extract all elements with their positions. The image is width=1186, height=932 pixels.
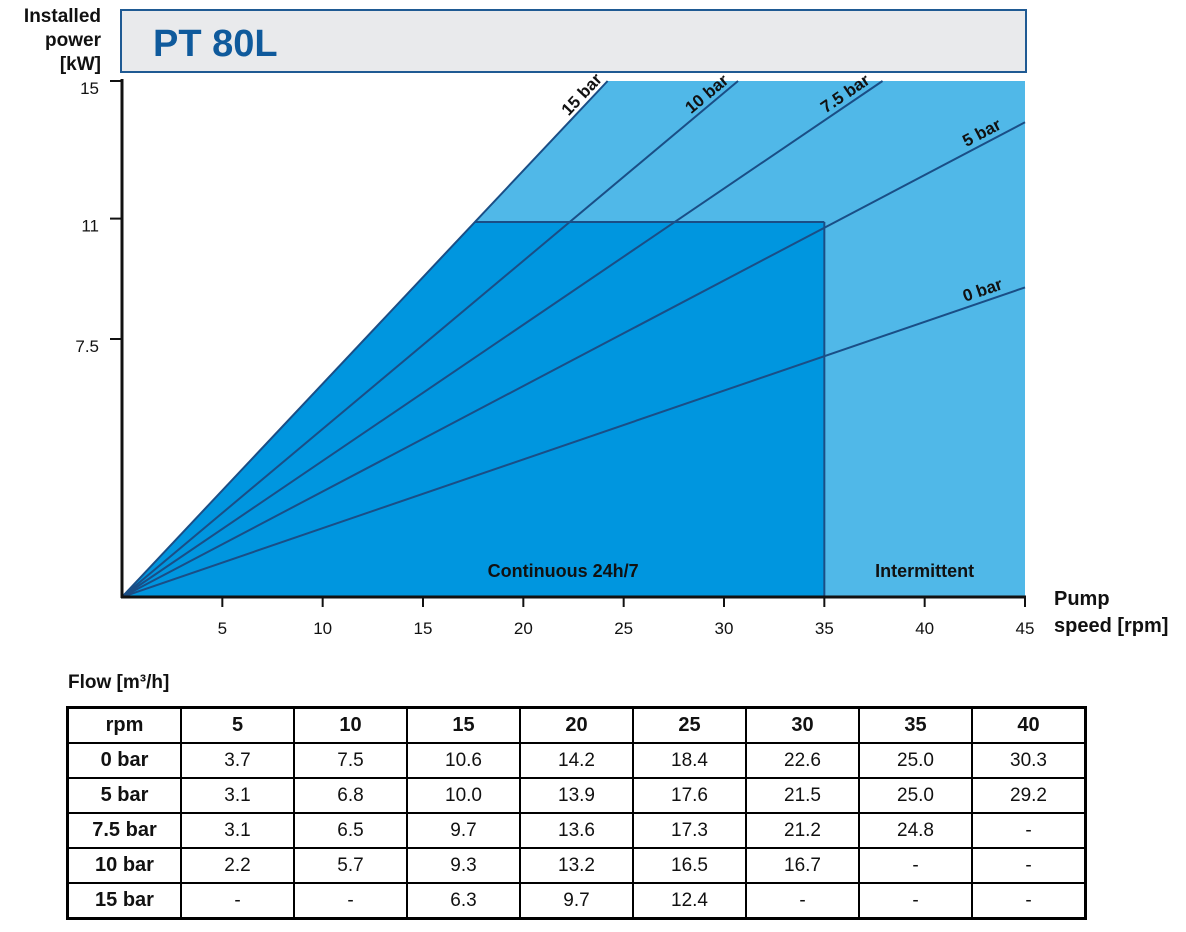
y-axis-label-line: Installed [24, 6, 101, 27]
flow-table-column-header: 5 [180, 706, 295, 744]
flow-table-column-header: 20 [519, 706, 634, 744]
flow-table-header-row: rpm 5 10 15 20 25 30 35 40 [66, 706, 1087, 744]
flow-table-row-header: 0 bar [66, 742, 182, 779]
flow-table-row-header: 15 bar [66, 882, 182, 920]
x-tick-label: 30 [715, 619, 734, 638]
flow-table-cell: - [971, 847, 1087, 884]
y-tick-label: 11 [81, 217, 99, 236]
flow-table-cell: 14.2 [519, 742, 634, 779]
flow-table-cell: 3.1 [180, 777, 295, 814]
flow-table-cell: 30.3 [971, 742, 1087, 779]
flow-table-row: 0 bar 3.7 7.5 10.6 14.2 18.4 22.6 25.0 30.3 [66, 742, 1087, 779]
x-axis-label-line: speed [rpm] [1054, 615, 1168, 637]
x-tick-label: 25 [614, 619, 633, 638]
chart-title-box [120, 9, 1027, 73]
x-tick-label: 15 [414, 619, 433, 638]
series-line [121, 80, 609, 598]
flow-table-cell: 9.3 [406, 847, 521, 884]
x-tick-label: 45 [1016, 619, 1035, 638]
x-tick-label: 35 [815, 619, 834, 638]
flow-table-column-header: 35 [858, 706, 973, 744]
x-axis-label-line: Pump [1054, 588, 1110, 610]
flow-table-column-header: 10 [293, 706, 408, 744]
series-line [121, 80, 884, 598]
flow-table-cell: 17.3 [632, 812, 747, 849]
flow-table-cell: 29.2 [971, 777, 1087, 814]
flow-table-cell: 17.6 [632, 777, 747, 814]
flow-table-cell: 16.7 [745, 847, 860, 884]
flow-table-cell: 24.8 [858, 812, 973, 849]
x-tick-label: 20 [514, 619, 533, 638]
flow-table-cell: 3.1 [180, 812, 295, 849]
flow-table-caption: Flow [m³/h] [68, 672, 170, 693]
flow-table: rpm 5 10 15 20 25 30 35 40 0 bar 3.7 7.5 10.6 14.2 18… [66, 706, 1087, 920]
series-line [121, 286, 1026, 598]
y-tick-label: 15 [80, 79, 99, 98]
series-line [121, 121, 1026, 598]
flow-table-cell: 2.2 [180, 847, 295, 884]
flow-table-cell: - [858, 847, 973, 884]
flow-table-row: 7.5 bar 3.1 6.5 9.7 13.6 17.3 21.2 24.8- [66, 812, 1087, 849]
flow-table-cell: 13.6 [519, 812, 634, 849]
y-axis-label-line: [kW] [60, 54, 101, 75]
y-axis-label-line: power [45, 30, 102, 51]
flow-table-row: 15 bar - -6.3 9.7 12.4- - - [66, 882, 1087, 920]
flow-table-cell: - [971, 812, 1087, 849]
flow-table-cell: 6.8 [293, 777, 408, 814]
flow-table-cell: 6.3 [406, 882, 521, 920]
x-tick-label: 5 [218, 619, 227, 638]
x-tick-label: 40 [915, 619, 934, 638]
flow-table-row-header: 7.5 bar [66, 812, 182, 849]
flow-table-cell: 25.0 [858, 777, 973, 814]
flow-table-cell: 10.0 [406, 777, 521, 814]
series-line [121, 80, 739, 598]
flow-table-row-header: 10 bar [66, 847, 182, 884]
flow-table-column-header: 25 [632, 706, 747, 744]
flow-table-column-header: 15 [406, 706, 521, 744]
flow-table-cell: 3.7 [180, 742, 295, 779]
continuous-region-label: Continuous 24h/7 [488, 561, 639, 581]
flow-table-cell: 6.5 [293, 812, 408, 849]
continuous-region [122, 222, 825, 598]
flow-table-cell: - [180, 882, 295, 920]
flow-table-cell: 9.7 [519, 882, 634, 920]
flow-table-cell: 13.2 [519, 847, 634, 884]
chart-title: PT 80L [153, 23, 278, 65]
flow-table-cell: 21.2 [745, 812, 860, 849]
flow-table-cell: 18.4 [632, 742, 747, 779]
flow-table-cell: 13.9 [519, 777, 634, 814]
intermittent-region-label: Intermittent [875, 561, 974, 581]
flow-table-cell: - [858, 882, 973, 920]
flow-table-cell: 5.7 [293, 847, 408, 884]
y-tick-label: 7.5 [75, 337, 99, 356]
flow-table-row-header: 5 bar [66, 777, 182, 814]
flow-table-corner-cell: rpm [66, 706, 182, 744]
flow-table-column-header: 40 [971, 706, 1087, 744]
flow-table-cell: 12.4 [632, 882, 747, 920]
flow-table-column-header: 30 [745, 706, 860, 744]
flow-table-cell: 21.5 [745, 777, 860, 814]
flow-table-cell: 10.6 [406, 742, 521, 779]
flow-table-cell: 7.5 [293, 742, 408, 779]
flow-table-row: 10 bar 2.2 5.7 9.3 13.2 16.5 16.7- - [66, 847, 1087, 884]
flow-table-cell: - [293, 882, 408, 920]
flow-table-cell: - [971, 882, 1087, 920]
flow-table-cell: 9.7 [406, 812, 521, 849]
flow-table-row: 5 bar 3.1 6.8 10.0 13.9 17.6 21.5 25.0 29.2 [66, 777, 1087, 814]
flow-table-cell: 16.5 [632, 847, 747, 884]
flow-table-cell: 22.6 [745, 742, 860, 779]
flow-table-cell: 25.0 [858, 742, 973, 779]
x-tick-label: 10 [313, 619, 332, 638]
flow-table-cell: - [745, 882, 860, 920]
